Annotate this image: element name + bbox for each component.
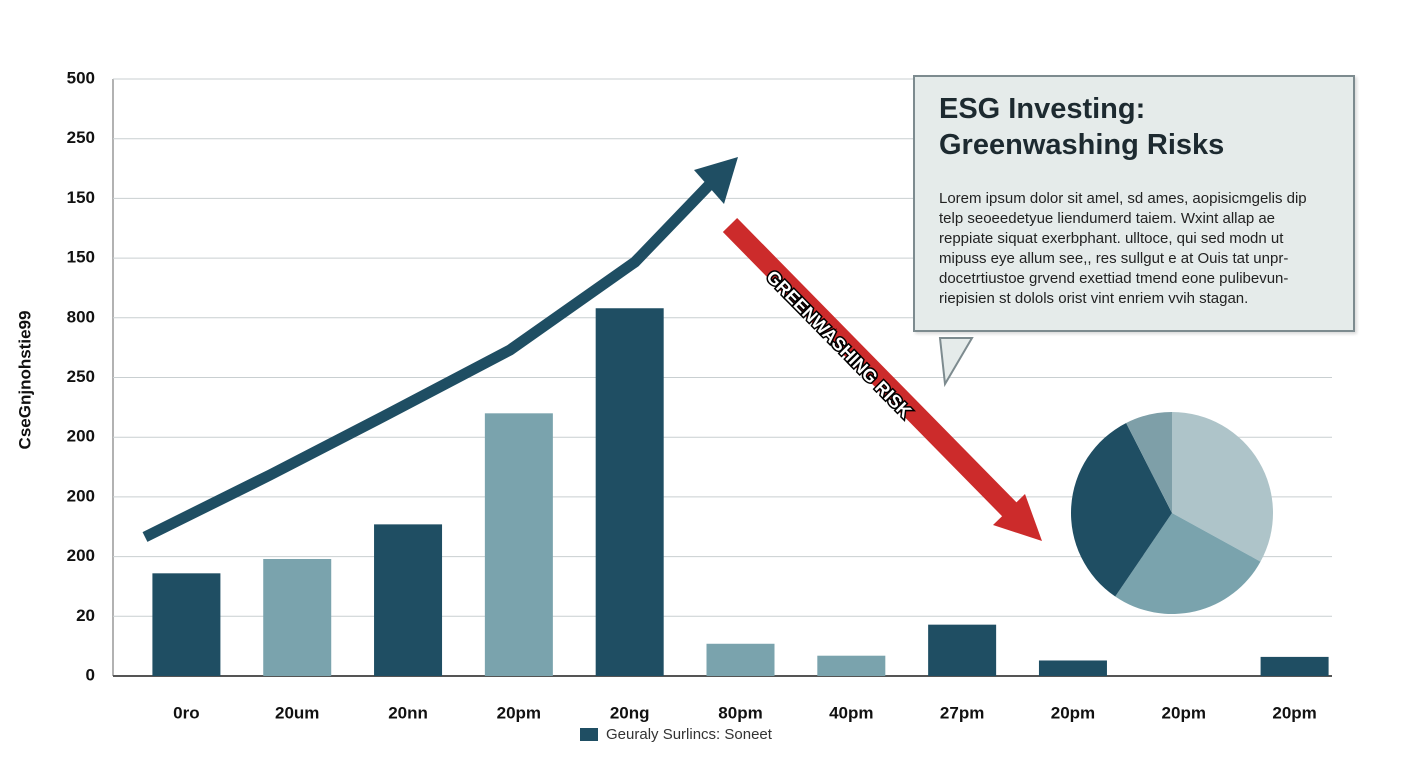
x-tick-label: 20pm: [1272, 703, 1316, 722]
x-tick-label: 40pm: [829, 703, 873, 722]
pie-slice: [1115, 513, 1261, 614]
legend-swatch: [580, 728, 598, 741]
bar: [1260, 656, 1329, 676]
y-tick-label: 250: [67, 367, 95, 386]
y-tick-label: 20: [76, 606, 95, 625]
bar: [928, 624, 997, 676]
y-tick-label: 200: [67, 486, 95, 505]
pie-slice: [1126, 412, 1172, 513]
callout-body: Lorem ipsum dolor sit amel, sd ames, aop…: [939, 190, 1307, 307]
y-tick-label: 150: [67, 188, 95, 207]
callout: ESG Investing: Greenwashing Risks Lorem …: [913, 75, 1355, 332]
bar: [484, 413, 553, 676]
bar: [152, 573, 221, 676]
x-tick-label: 80pm: [718, 703, 762, 722]
y-tick-label: 800: [67, 307, 95, 326]
risk-label: GREENWASHING RISK: [762, 266, 915, 421]
x-tick-label: 27pm: [940, 703, 984, 722]
x-tick-label: 20pm: [1162, 703, 1206, 722]
y-tick-label: 250: [67, 128, 95, 147]
x-tick-label: 20pm: [497, 703, 541, 722]
y-tick-label: 500: [67, 68, 95, 87]
legend-label: Geuraly Surlincs: Soneet: [606, 726, 773, 743]
bar: [374, 524, 443, 676]
y-tick-label: 200: [67, 427, 95, 446]
x-tick-label: 20pm: [1051, 703, 1095, 722]
pie-slice: [1172, 411, 1274, 562]
y-tick-label: 150: [67, 248, 95, 267]
risk-arrow-head: [993, 494, 1042, 541]
y-tick-label: 0: [86, 665, 95, 684]
trend-arrow: [142, 178, 716, 542]
y-axis-title: CseGnjnohstie99: [15, 311, 34, 450]
callout-title: ESG Investing: Greenwashing Risks: [939, 93, 1225, 161]
x-tick-label: 0ro: [173, 703, 199, 722]
bar: [1038, 660, 1107, 676]
callout-tail: [938, 337, 974, 388]
x-tick-label: 20nn: [388, 703, 428, 722]
x-tick-label: 20ng: [610, 703, 650, 722]
trend-arrow-head: [694, 157, 738, 204]
bar: [595, 308, 664, 676]
bar: [263, 558, 332, 676]
risk-arrow: [722, 217, 1018, 518]
pie-slice: [1070, 423, 1172, 597]
y-tick-label: 200: [67, 546, 95, 565]
bar: [817, 655, 886, 676]
x-tick-label: 20um: [275, 703, 319, 722]
bar: [706, 643, 775, 676]
